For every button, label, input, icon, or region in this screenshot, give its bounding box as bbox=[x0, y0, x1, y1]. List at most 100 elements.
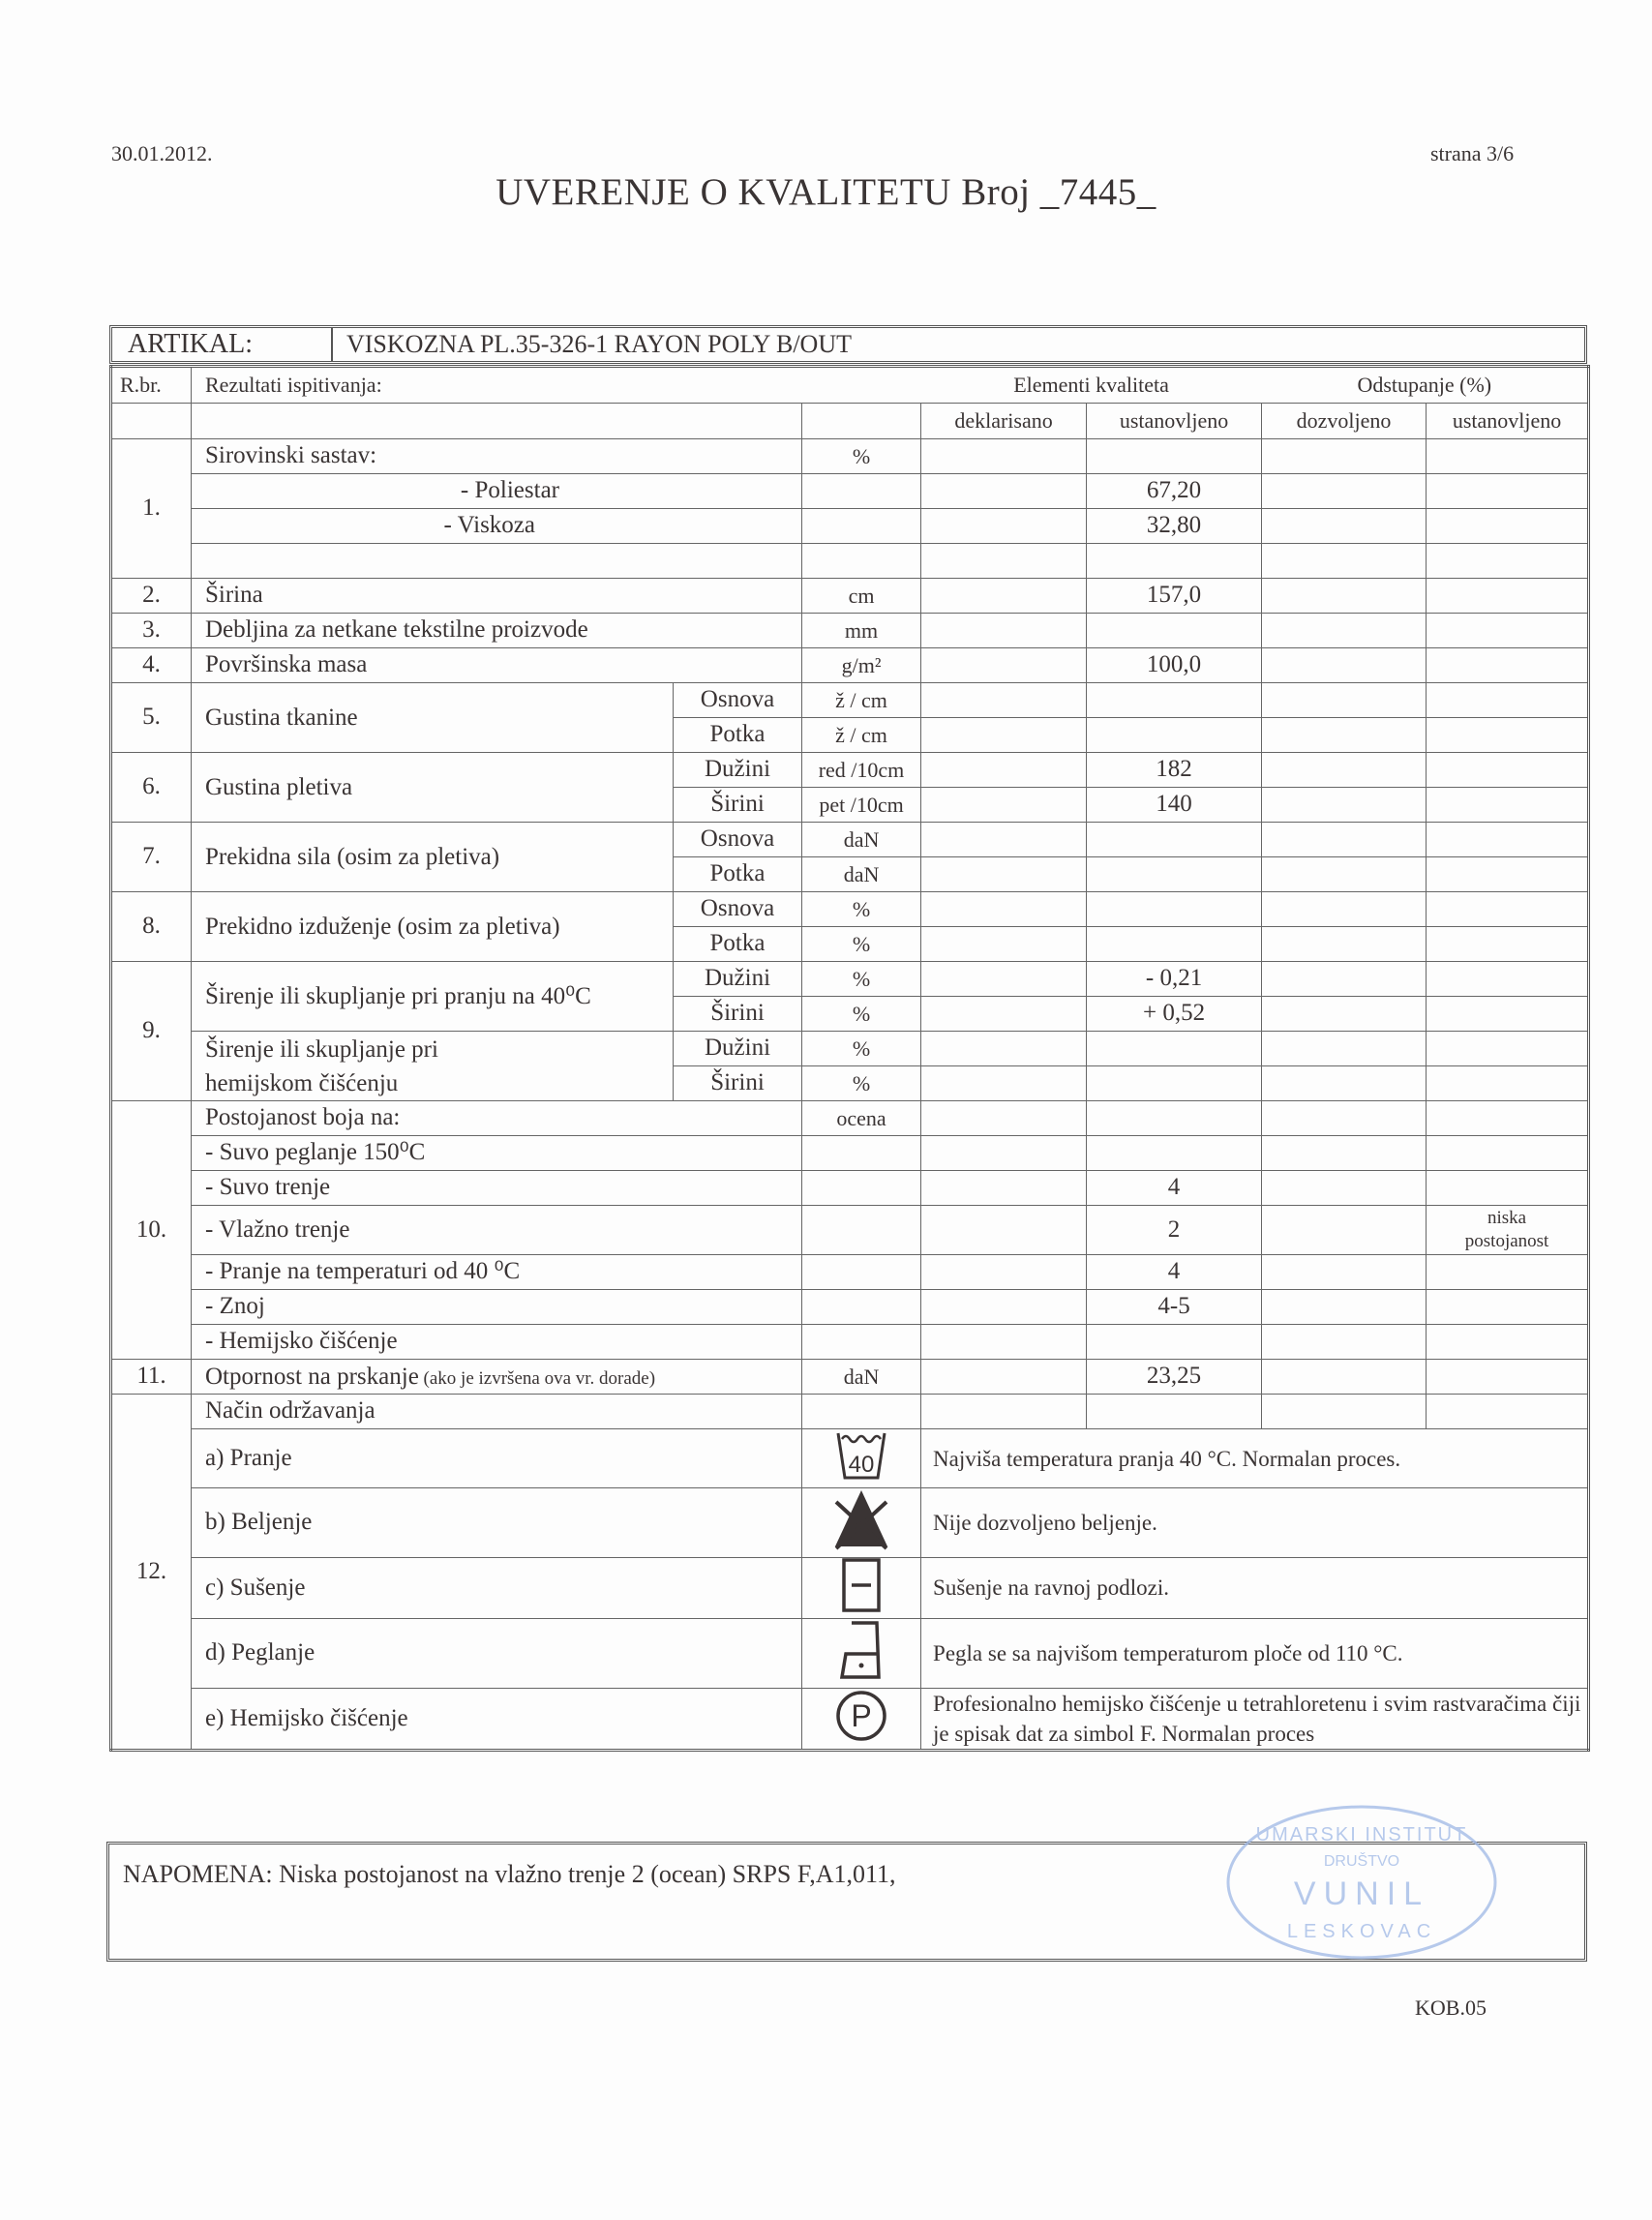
empty-cell bbox=[1426, 1135, 1590, 1171]
empty-cell bbox=[920, 1031, 1088, 1066]
empty-cell bbox=[920, 996, 1088, 1032]
row-unit: % bbox=[800, 1031, 922, 1066]
row-unit: % bbox=[800, 961, 922, 997]
row-subcategory: Potka bbox=[673, 926, 802, 962]
care-label: e) Hemijsko čišćenje bbox=[191, 1687, 802, 1752]
empty-cell bbox=[920, 787, 1088, 823]
care-row: e) Hemijsko čišćenje P Profesionalno hem… bbox=[111, 1687, 1590, 1752]
table-row: 3. Debljina za netkane tekstilne proizvo… bbox=[110, 613, 1590, 648]
empty-cell bbox=[1426, 1289, 1590, 1325]
empty-cell bbox=[1426, 1254, 1590, 1290]
row-number: 7. bbox=[110, 822, 192, 892]
empty-cell bbox=[1261, 543, 1427, 579]
row-unit: % bbox=[800, 891, 922, 927]
empty-cell bbox=[920, 438, 1088, 474]
row-label: Otpornost na prskanje (ako je izvršena o… bbox=[191, 1359, 802, 1395]
row-subcategory: Dužini bbox=[673, 752, 802, 788]
care-description: Najviša temperatura pranja 40 °C. Normal… bbox=[920, 1427, 1590, 1489]
table-row: Širini % + 0,52 bbox=[111, 996, 1590, 1032]
row-number: 1. bbox=[110, 438, 192, 579]
note-text: NAPOMENA: Niska postojanost na vlažno tr… bbox=[123, 1860, 896, 1888]
empty-cell bbox=[920, 1359, 1088, 1395]
table-row: - Suvo peglanje 150⁰C bbox=[111, 1135, 1590, 1171]
row-unit: daN bbox=[800, 1359, 922, 1395]
care-row: c) Sušenje Sušenje na ravnoj podlozi. bbox=[111, 1556, 1590, 1619]
row-number: 6. bbox=[110, 752, 192, 823]
care-row: a) Pranje 40 Najviša temperatura pranja … bbox=[111, 1427, 1590, 1489]
article-label: ARTIKAL: bbox=[112, 328, 333, 361]
empty-cell bbox=[1086, 856, 1263, 892]
empty-cell bbox=[1261, 1359, 1427, 1395]
row-label: Sirovinski sastav: bbox=[191, 438, 802, 474]
table-row: 6. Gustina pletiva Dužini red /10cm 182 bbox=[110, 752, 1590, 823]
empty-cell bbox=[1426, 578, 1590, 614]
empty-cell bbox=[920, 1394, 1088, 1429]
svg-text:40: 40 bbox=[849, 1452, 875, 1478]
empty-cell bbox=[1426, 1100, 1590, 1136]
empty-cell bbox=[110, 403, 192, 439]
article-value: VISKOZNA PL.35-326-1 RAYON POLY B/OUT bbox=[346, 330, 852, 358]
empty-cell bbox=[800, 543, 922, 579]
row-unit: % bbox=[800, 996, 922, 1032]
row-unit: % bbox=[800, 926, 922, 962]
table-row: 2. Širina cm 157,0 bbox=[110, 578, 1590, 614]
row-sublabel: - Suvo trenje bbox=[191, 1170, 802, 1206]
empty-cell bbox=[1086, 1065, 1263, 1101]
iron-low-icon bbox=[800, 1617, 922, 1689]
row-subcategory: Potka bbox=[673, 856, 802, 892]
row-unit: red /10cm bbox=[800, 752, 922, 788]
empty-cell bbox=[920, 1324, 1088, 1360]
row-number: 12. bbox=[110, 1394, 192, 1751]
page-number: strana 3/6 bbox=[1430, 141, 1515, 165]
row-number: 5. bbox=[110, 682, 192, 753]
table-row: - Suvo trenje 4 bbox=[111, 1170, 1590, 1206]
care-label: a) Pranje bbox=[191, 1427, 802, 1489]
row-label: Način održavanja bbox=[191, 1394, 802, 1429]
empty-cell bbox=[1426, 613, 1590, 648]
empty-cell bbox=[1261, 1394, 1427, 1429]
table-row: 11. Otpornost na prskanje (ako je izvrše… bbox=[110, 1359, 1590, 1395]
empty-cell bbox=[920, 578, 1088, 614]
row-label: Postojanost boja na: bbox=[191, 1100, 802, 1136]
form-code: KOB.05 bbox=[1415, 1995, 1487, 2020]
row-label-line: Širenje ili skupljanje pri bbox=[205, 1035, 438, 1063]
header-row: R.br. Rezultati ispitivanja: Elementi kv… bbox=[110, 366, 1590, 404]
row-unit: ž / cm bbox=[800, 717, 922, 753]
institute-stamp: UMARSKI INSTITUT DRUŠTVO VUNIL LESKOVAC bbox=[1226, 1805, 1497, 1960]
empty-cell bbox=[800, 1324, 922, 1360]
wash-40-icon: 40 bbox=[800, 1427, 922, 1489]
row-unit: % bbox=[800, 1065, 922, 1101]
empty-cell bbox=[920, 926, 1088, 962]
row-label: Debljina za netkane tekstilne proizvode bbox=[191, 613, 802, 648]
no-bleach-icon bbox=[800, 1487, 922, 1558]
empty-cell bbox=[920, 1205, 1088, 1255]
row-number: 4. bbox=[110, 647, 192, 683]
empty-cell bbox=[1426, 1065, 1590, 1101]
empty-cell bbox=[1426, 508, 1590, 544]
row-value: 23,25 bbox=[1086, 1359, 1263, 1395]
document-date: 30.01.2012. bbox=[111, 141, 213, 165]
row-label: Širenje ili skupljanje pri pranju na 40⁰… bbox=[191, 961, 674, 1032]
empty-cell bbox=[1086, 891, 1263, 927]
empty-cell bbox=[1426, 438, 1590, 474]
empty-cell bbox=[920, 1100, 1088, 1136]
table-row: - Hemijsko čišćenje bbox=[111, 1324, 1590, 1360]
table-row: - Viskoza 32,80 bbox=[111, 508, 1590, 544]
row-subcategory: Osnova bbox=[673, 891, 802, 927]
row-unit: daN bbox=[800, 856, 922, 892]
table-row: 9. Širenje ili skupljanje pri pranju na … bbox=[110, 961, 1590, 1101]
row-unit: % bbox=[800, 438, 922, 474]
empty-cell bbox=[800, 508, 922, 544]
empty-cell bbox=[1426, 926, 1590, 962]
empty-cell bbox=[920, 473, 1088, 509]
row-value: 4-5 bbox=[1086, 1289, 1263, 1325]
empty-cell bbox=[1086, 926, 1263, 962]
care-label: c) Sušenje bbox=[191, 1556, 802, 1619]
empty-cell bbox=[800, 1205, 922, 1255]
care-label: d) Peglanje bbox=[191, 1617, 802, 1689]
empty-cell bbox=[920, 682, 1088, 718]
empty-cell bbox=[920, 856, 1088, 892]
row-number: 9. bbox=[110, 961, 192, 1101]
empty-cell bbox=[1086, 1394, 1263, 1429]
empty-cell bbox=[920, 613, 1088, 648]
